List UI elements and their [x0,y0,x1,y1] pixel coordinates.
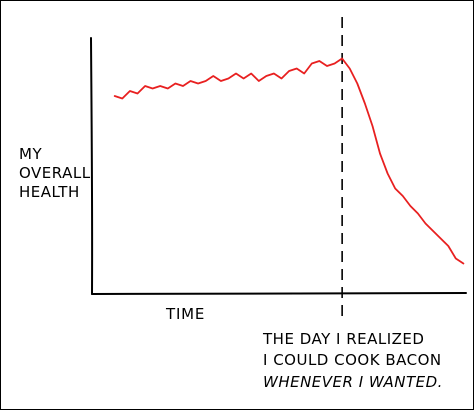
y-axis-label-line-1: MY [19,145,42,163]
y-axis-label-line-3: HEALTH [19,183,80,201]
x-axis [91,292,467,295]
annotation-line-2: I COULD COOK BACON [263,351,442,369]
annotation-line-1: THE DAY I REALIZED [262,330,424,348]
health-series-line [113,57,465,265]
x-axis-label: TIME [165,305,205,323]
y-axis [90,37,94,295]
annotation-line-3: WHENEVER I WANTED. [263,373,443,391]
y-axis-label-line-2: OVERALL [19,164,91,182]
